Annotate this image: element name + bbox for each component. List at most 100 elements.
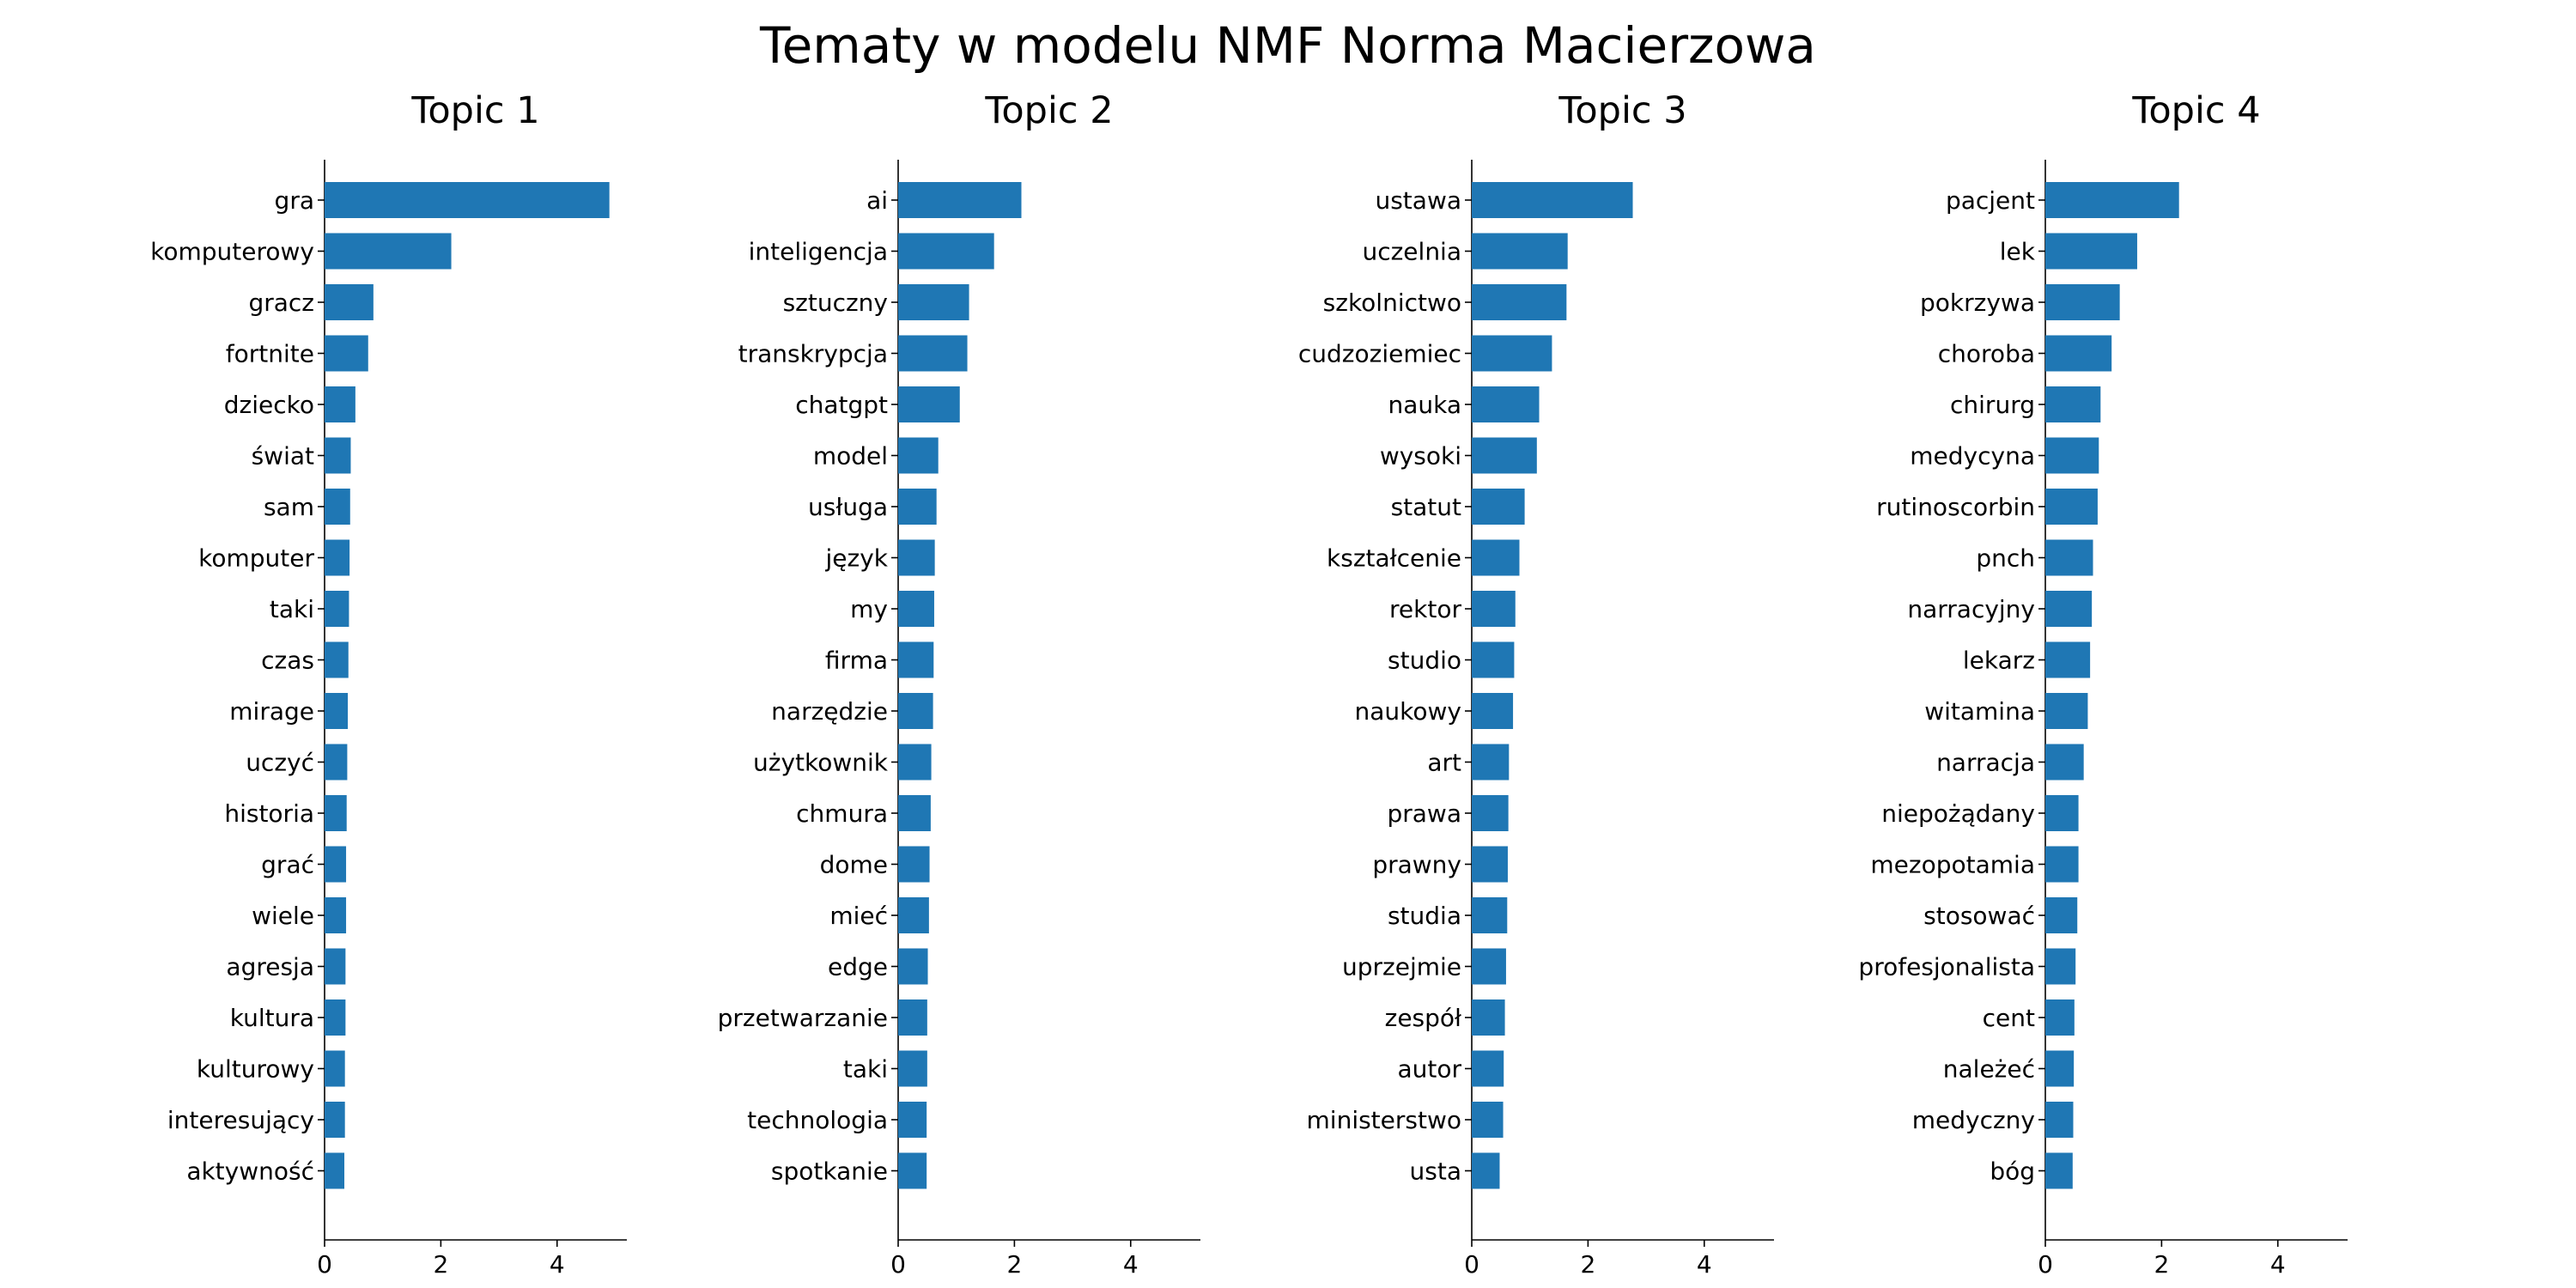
subplot-title: Topic 4: [2131, 89, 2260, 132]
word-label: uprzejmie: [1342, 953, 1461, 981]
bar: [2045, 539, 2093, 576]
word-label: sztuczny: [783, 289, 888, 317]
word-label: komputer: [198, 544, 314, 573]
bar: [1472, 489, 1525, 525]
word-label: inteligencja: [749, 238, 888, 266]
word-label: usta: [1410, 1157, 1461, 1186]
word-label: dome: [820, 851, 888, 879]
word-label: studio: [1388, 647, 1461, 675]
word-label: gra: [275, 186, 314, 215]
bar: [325, 539, 350, 576]
bar: [325, 744, 348, 781]
word-label: statut: [1391, 493, 1461, 521]
word-label: usługa: [808, 493, 888, 521]
word-label: edge: [828, 953, 888, 981]
word-label: prawny: [1372, 851, 1461, 879]
word-label: kulturowy: [197, 1055, 314, 1084]
bar: [325, 846, 347, 883]
bar: [2045, 693, 2088, 729]
bar: [2045, 1102, 2074, 1138]
word-label: czas: [261, 647, 314, 675]
word-label: ministerstwo: [1307, 1106, 1461, 1134]
bar: [325, 437, 351, 474]
word-label: mirage: [229, 697, 314, 726]
bar: [325, 1152, 345, 1189]
topic-chart-4: Topic 4 pacjent lek pokrzywa choroba chirurg m…: [1858, 89, 2348, 1279]
bar: [898, 1102, 927, 1138]
bar: [325, 693, 349, 729]
bar: [1472, 233, 1568, 270]
x-tick-label: 0: [1464, 1250, 1479, 1279]
word-label: profesjonalista: [1858, 953, 2035, 981]
bar: [1472, 386, 1540, 422]
bar: [898, 897, 929, 933]
figure-title: Tematy w modelu NMF Norma Macierzowa: [760, 16, 1816, 75]
bar: [1472, 591, 1516, 627]
word-label: rutinoscorbin: [1876, 493, 2035, 521]
word-label: narracyjny: [1907, 595, 2035, 623]
word-label: ustawa: [1375, 186, 1461, 215]
word-label: pnch: [1976, 544, 2035, 573]
word-label: użytkownik: [753, 749, 889, 777]
word-label: bóg: [1990, 1157, 2035, 1186]
word-label: wysoki: [1380, 442, 1461, 471]
bar: [898, 846, 930, 883]
word-label: należeć: [1943, 1055, 2035, 1084]
x-tick-label: 2: [1006, 1250, 1022, 1279]
bar: [1472, 795, 1509, 831]
bar: [898, 539, 935, 576]
word-label: kształcenie: [1327, 544, 1461, 573]
bar: [898, 182, 1022, 218]
bar: [1472, 1102, 1504, 1138]
bar: [2045, 335, 2112, 372]
word-label: nauka: [1388, 391, 1461, 419]
word-label: prawa: [1387, 799, 1461, 828]
word-label: dziecko: [224, 391, 314, 419]
word-label: agresja: [226, 953, 314, 981]
bar: [1472, 948, 1506, 985]
word-label: uczyć: [246, 749, 314, 777]
word-label: uczelnia: [1362, 238, 1461, 266]
bar: [898, 693, 933, 729]
bar: [898, 795, 931, 831]
bar: [898, 1050, 927, 1087]
bar: [325, 386, 355, 422]
bar: [2045, 641, 2091, 678]
bar: [2045, 591, 2093, 627]
bar: [2045, 948, 2076, 985]
word-label: grać: [261, 851, 314, 879]
bar: [325, 591, 349, 627]
bar: [1472, 641, 1515, 678]
bar: [2045, 182, 2179, 218]
word-label: pokrzywa: [1920, 289, 2035, 317]
x-tick-label: 4: [550, 1250, 565, 1279]
bar: [1472, 897, 1508, 933]
word-label: narzędzie: [771, 697, 888, 726]
word-label: medyczny: [1912, 1106, 2035, 1134]
word-label: art: [1427, 749, 1461, 777]
bar: [2045, 846, 2079, 883]
word-label: medycyna: [1910, 442, 2035, 471]
word-label: choroba: [1938, 340, 2035, 368]
bar: [325, 999, 346, 1036]
word-label: kultura: [230, 1004, 314, 1032]
word-label: technologia: [747, 1106, 888, 1134]
bar: [325, 1050, 345, 1087]
x-tick-label: 4: [1697, 1250, 1712, 1279]
bar: [2045, 1050, 2075, 1087]
word-label: lekarz: [1963, 647, 2035, 675]
word-label: sam: [264, 493, 314, 521]
x-tick-label: 2: [433, 1250, 448, 1279]
word-label: narracja: [1936, 749, 2035, 777]
word-label: cent: [1983, 1004, 2035, 1032]
word-label: mezopotamia: [1870, 851, 2035, 879]
bar: [325, 641, 349, 678]
bar: [325, 489, 350, 525]
topic-chart-1: Topic 1 gra komputerowy gracz fortnite dzieck…: [150, 89, 627, 1279]
bar: [1472, 693, 1514, 729]
bar: [2045, 744, 2084, 781]
word-label: chirurg: [1950, 391, 2035, 419]
word-label: ai: [866, 186, 888, 215]
subplot-title: Topic 3: [1558, 89, 1686, 132]
bar: [898, 1152, 927, 1189]
